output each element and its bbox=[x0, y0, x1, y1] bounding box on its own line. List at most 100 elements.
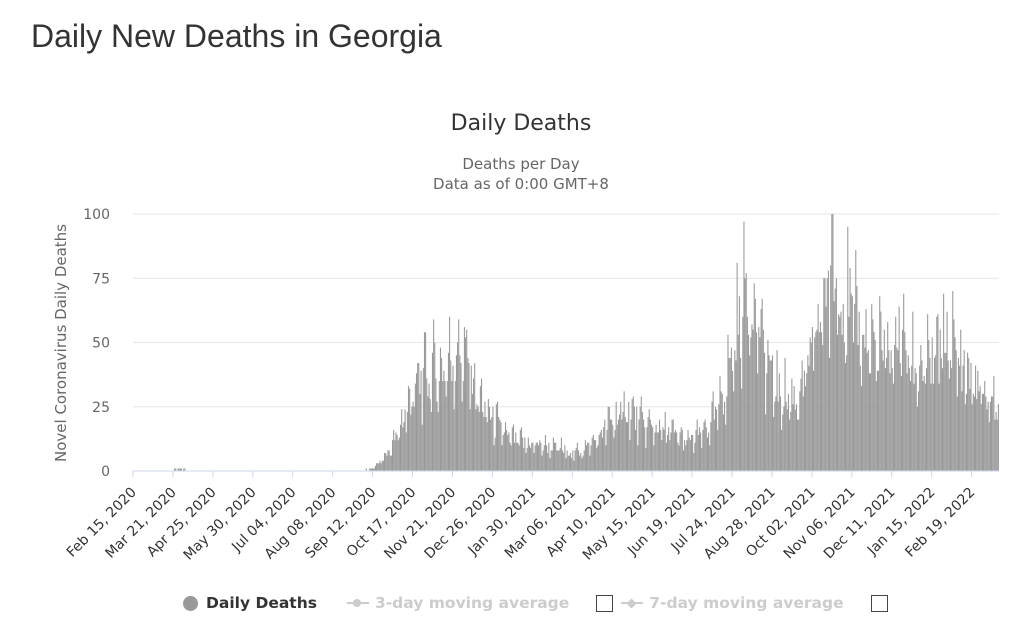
bar bbox=[612, 424, 614, 471]
bar bbox=[539, 440, 541, 471]
bar bbox=[414, 383, 416, 471]
bar bbox=[520, 427, 523, 471]
bar bbox=[511, 427, 513, 471]
bar bbox=[706, 437, 708, 471]
bar bbox=[894, 345, 896, 471]
bar bbox=[685, 445, 687, 471]
bar bbox=[601, 437, 604, 471]
legend-item-daily-deaths[interactable]: Daily Deaths bbox=[183, 594, 317, 612]
bar bbox=[959, 365, 961, 471]
bar bbox=[980, 404, 982, 471]
bar bbox=[803, 370, 805, 471]
bar bbox=[623, 391, 625, 471]
checkbox-7-day-average[interactable] bbox=[870, 594, 888, 612]
bar bbox=[496, 401, 499, 471]
bar bbox=[963, 350, 965, 471]
bar bbox=[768, 355, 770, 471]
bar bbox=[621, 419, 623, 471]
bar bbox=[960, 329, 962, 471]
legend-label-3-day-average: 3-day moving average bbox=[374, 594, 570, 612]
bar bbox=[919, 365, 921, 471]
bar bbox=[939, 329, 941, 471]
bar bbox=[862, 334, 864, 471]
bar bbox=[481, 378, 483, 471]
bar bbox=[499, 419, 501, 471]
legend-item-3-day-average[interactable]: 3-day moving average bbox=[346, 594, 570, 612]
bar bbox=[451, 381, 453, 471]
bar bbox=[399, 424, 402, 471]
bar bbox=[993, 375, 995, 471]
bar bbox=[860, 386, 863, 471]
bar bbox=[550, 450, 552, 471]
bar bbox=[863, 334, 865, 471]
bar bbox=[614, 429, 616, 471]
bar bbox=[434, 342, 436, 471]
bar bbox=[624, 417, 626, 471]
bar bbox=[591, 437, 593, 471]
bar bbox=[920, 345, 922, 471]
bar bbox=[910, 381, 912, 471]
bar bbox=[689, 440, 691, 471]
bar bbox=[382, 460, 384, 471]
bar bbox=[470, 365, 472, 471]
bar bbox=[882, 360, 884, 471]
bar bbox=[183, 468, 185, 471]
bar bbox=[839, 316, 841, 471]
bar bbox=[453, 409, 455, 471]
bar bbox=[473, 378, 475, 471]
y-axis-ticks: 0 25 50 75 100 bbox=[83, 207, 110, 480]
bar bbox=[386, 455, 388, 471]
bar bbox=[886, 357, 888, 471]
bar bbox=[370, 468, 372, 471]
bar bbox=[474, 363, 476, 471]
bar bbox=[913, 383, 915, 471]
bar bbox=[635, 429, 637, 471]
bar bbox=[548, 442, 550, 471]
bar bbox=[406, 411, 408, 471]
bar bbox=[590, 445, 592, 471]
bar bbox=[991, 396, 993, 471]
checkbox-3-day-average[interactable] bbox=[596, 594, 614, 612]
bar bbox=[935, 355, 937, 471]
bar bbox=[701, 447, 703, 471]
bar bbox=[951, 368, 953, 471]
bar bbox=[917, 391, 920, 471]
bar bbox=[373, 468, 375, 471]
bar bbox=[750, 337, 752, 471]
bar bbox=[525, 453, 527, 471]
bar bbox=[458, 319, 460, 471]
bar bbox=[883, 329, 885, 471]
bar bbox=[852, 342, 855, 471]
bar bbox=[814, 337, 816, 471]
bar bbox=[956, 396, 958, 471]
bar bbox=[874, 339, 876, 471]
bar bbox=[365, 468, 367, 471]
bar bbox=[536, 442, 538, 471]
bar bbox=[557, 450, 559, 471]
bar bbox=[668, 427, 670, 471]
bar bbox=[884, 368, 886, 471]
bar bbox=[981, 393, 983, 471]
bar bbox=[379, 460, 381, 471]
bar bbox=[490, 419, 492, 471]
bar bbox=[491, 417, 493, 471]
bar bbox=[686, 440, 688, 471]
bar bbox=[543, 445, 545, 471]
bar bbox=[608, 406, 610, 471]
bar bbox=[949, 360, 952, 471]
bar bbox=[743, 221, 745, 471]
bar bbox=[180, 468, 182, 471]
bar bbox=[867, 350, 869, 471]
bar bbox=[430, 411, 432, 471]
bar bbox=[824, 278, 826, 471]
bar bbox=[632, 396, 634, 471]
bar bbox=[475, 409, 477, 471]
bar bbox=[968, 357, 970, 471]
bar bbox=[443, 370, 445, 471]
bar bbox=[822, 345, 824, 471]
bar bbox=[850, 293, 852, 471]
bar bbox=[902, 329, 904, 471]
bar bbox=[554, 442, 556, 471]
legend-item-7-day-average[interactable]: 7-day moving average bbox=[621, 594, 844, 612]
bar bbox=[469, 409, 471, 471]
